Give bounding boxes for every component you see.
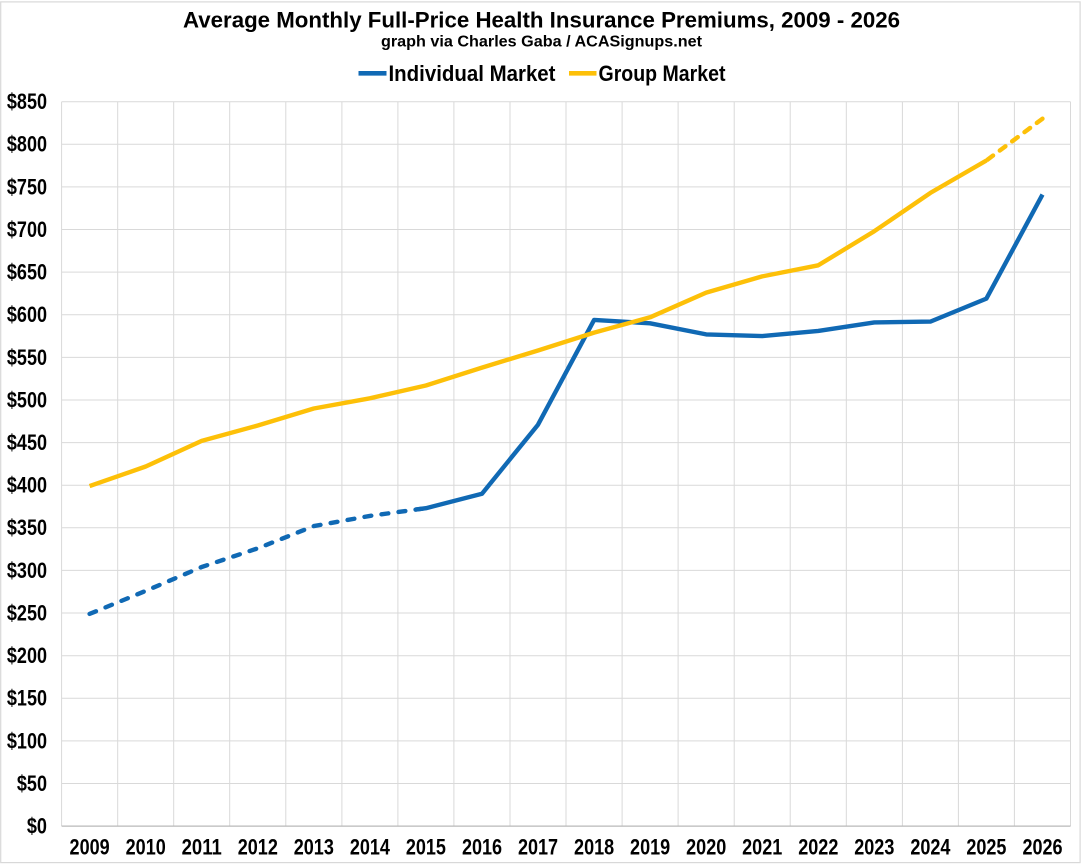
svg-text:$250: $250 bbox=[7, 600, 47, 625]
svg-text:2026: 2026 bbox=[1022, 835, 1062, 860]
svg-text:2017: 2017 bbox=[518, 835, 558, 860]
svg-text:2015: 2015 bbox=[406, 835, 446, 860]
svg-text:2021: 2021 bbox=[742, 835, 782, 860]
svg-text:2023: 2023 bbox=[854, 835, 894, 860]
svg-text:Group Market: Group Market bbox=[599, 61, 727, 86]
svg-text:2010: 2010 bbox=[126, 835, 166, 860]
svg-text:2011: 2011 bbox=[182, 835, 222, 860]
svg-text:2018: 2018 bbox=[574, 835, 614, 860]
svg-text:$200: $200 bbox=[7, 643, 47, 668]
svg-text:2022: 2022 bbox=[798, 835, 838, 860]
svg-text:$300: $300 bbox=[7, 558, 47, 583]
svg-text:2013: 2013 bbox=[294, 835, 334, 860]
svg-text:2024: 2024 bbox=[910, 835, 951, 860]
svg-text:$800: $800 bbox=[7, 132, 47, 157]
svg-text:$650: $650 bbox=[7, 260, 47, 285]
svg-text:$450: $450 bbox=[7, 430, 47, 455]
svg-text:$750: $750 bbox=[7, 174, 47, 199]
svg-text:2012: 2012 bbox=[238, 835, 278, 860]
svg-text:Average Monthly Full-Price Hea: Average Monthly Full-Price Health Insura… bbox=[183, 8, 900, 33]
svg-text:2009: 2009 bbox=[70, 835, 110, 860]
svg-text:$550: $550 bbox=[7, 345, 47, 370]
svg-text:$350: $350 bbox=[7, 515, 47, 540]
svg-text:2019: 2019 bbox=[630, 835, 670, 860]
svg-text:2020: 2020 bbox=[686, 835, 726, 860]
svg-text:2025: 2025 bbox=[966, 835, 1006, 860]
svg-text:$700: $700 bbox=[7, 217, 47, 242]
svg-text:$150: $150 bbox=[7, 686, 47, 711]
svg-text:$50: $50 bbox=[17, 771, 47, 796]
svg-text:$100: $100 bbox=[7, 728, 47, 753]
svg-text:$500: $500 bbox=[7, 387, 47, 412]
svg-text:$850: $850 bbox=[7, 89, 47, 114]
svg-text:graph via Charles Gaba / ACASi: graph via Charles Gaba / ACASignups.net bbox=[381, 34, 703, 51]
svg-text:$600: $600 bbox=[7, 302, 47, 327]
svg-text:Individual Market: Individual Market bbox=[389, 61, 557, 86]
svg-text:$400: $400 bbox=[7, 473, 47, 498]
svg-text:2016: 2016 bbox=[462, 835, 502, 860]
svg-text:2014: 2014 bbox=[350, 835, 391, 860]
svg-text:$0: $0 bbox=[27, 814, 47, 839]
